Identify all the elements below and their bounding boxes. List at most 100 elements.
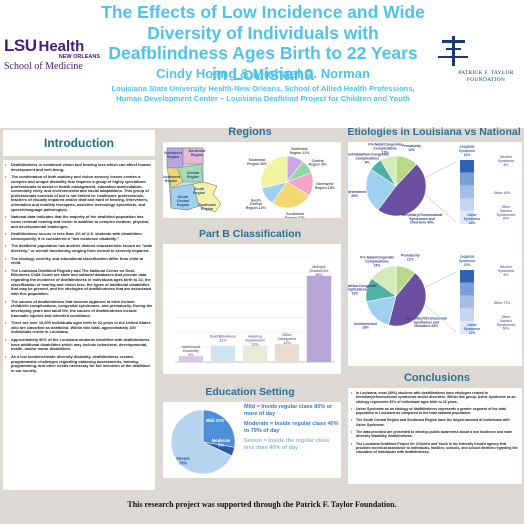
- map-label: Northeast Region: [189, 149, 207, 157]
- etiology-subbar-label: CHARGE Syndrome 22%: [459, 255, 476, 267]
- new-orleans-logo-text: NEW ORLEANS: [58, 54, 100, 60]
- pie-slice-hereditary-chromosomal-syndromes-and-disorders: [388, 272, 427, 327]
- conclusion-bullet: The Louisiana Deafblind Project for Chil…: [351, 442, 519, 455]
- etiology-pie-label: Post-Natal/Non-Congenital Complications 6%: [348, 152, 389, 164]
- regions-pie-label: South Central Region 12%: [246, 198, 267, 210]
- etiology-pie-label: Prematurity 10%: [402, 144, 421, 152]
- etiology-pie-label: Hereditary/Chromosomal Syndromes and Disor…: [402, 213, 443, 225]
- regions-pie-label: Southeast Region 30%: [247, 158, 268, 166]
- education-legend: Mild = Inside regular class 80% or more …: [244, 404, 340, 456]
- louisiana-region-map: [166, 147, 222, 213]
- poster-header: LSU Health NEW ORLEANS School of Medicine…: [0, 0, 524, 128]
- regions-pie-chart: [260, 155, 314, 209]
- foundation-name: PATRICK F. TAYLOR FOUNDATION: [454, 70, 518, 84]
- lsu-health-logo: LSU Health NEW ORLEANS School of Medicine: [4, 36, 104, 82]
- etiology-subbar-label: Other Various Syndromes 60%: [497, 315, 516, 331]
- etiology-subbar-label: Usher Syndrome 12%: [464, 323, 481, 335]
- partb-bar-label: Hearing Impairment 11%: [245, 335, 265, 347]
- pie-slice-hereditary-chromosomal-syndromes-and-disorders: [377, 163, 427, 217]
- etiology-pie-label: Pre-Natal/Congenital Complications 17%: [368, 142, 401, 154]
- partb-bar: [274, 344, 300, 362]
- foundation-name-line-1: PATRICK F. TAYLOR: [458, 70, 514, 76]
- etiology-subbar-segment: [460, 282, 474, 296]
- introduction-bullet: Deafblindness occurs in less than 1% of …: [5, 231, 153, 241]
- etiologies-panel: Prematurity 10% Hereditary/Chromosomal Synd…: [334, 142, 522, 366]
- etiology-louisiana-group: Prematurity 10% Hereditary/Chromosomal Synd…: [343, 142, 516, 225]
- poster-authors: Cindy Hoang & Michael C. Norman: [156, 66, 370, 81]
- partb-panel: Intellectual Disability 4% Deaf-Blindness 11…: [163, 244, 341, 374]
- pie-slice-undetermined: [365, 168, 397, 211]
- conclusion-bullet: The data provided are presented to devel…: [351, 430, 519, 439]
- partb-title: Part B Classification: [198, 228, 302, 240]
- introduction-panel: Deafblindness is combined vision and hea…: [3, 160, 155, 490]
- conclusions-list: In Louisiana, most (40%) students with d…: [351, 391, 519, 455]
- pie-slice-pre-natal-congenital-complications: [380, 155, 397, 188]
- introduction-bullet: National data indicates that the majorit…: [5, 215, 153, 229]
- map-label: Southeast Region: [198, 203, 216, 211]
- introduction-bullet: The causes of deafblindness that become …: [5, 299, 153, 319]
- foundation-name-line-2: FOUNDATION: [466, 77, 506, 83]
- introduction-bullet: The etiology, severity, and educational …: [5, 256, 153, 266]
- etiology-subbar-segment: [460, 270, 474, 283]
- regions-title: Regions: [228, 126, 272, 138]
- foundation-mark-icon: [438, 36, 468, 66]
- conclusion-bullet: Usher Syndrome as an etiology of deafbli…: [351, 407, 519, 416]
- health-logo-text: Health: [38, 38, 85, 55]
- education-pie-chart: Mild 31% Moderate 5% Severe 76%: [170, 409, 236, 475]
- pie-slice-severe: [170, 409, 233, 475]
- partb-bar-chart: Intellectual Disability 4% Deaf-Blindness 11…: [175, 257, 335, 363]
- conclusion-bullet: The South Central Region and Southeast R…: [351, 418, 519, 427]
- affiliation-line-1: Louisiana State University Health-New Or…: [111, 84, 415, 93]
- partb-bar: [306, 275, 332, 362]
- education-pie-label: Mild 31%: [206, 418, 224, 423]
- map-label: South Central Region: [177, 195, 189, 207]
- lsu-logo-text: LSU: [4, 36, 37, 55]
- etiology-subbar-segment: [460, 172, 474, 186]
- etiology-subbar-label: Other 42%: [494, 191, 511, 195]
- introduction-bullet: The Louisiana Deafblind Registry and The…: [5, 268, 153, 297]
- regions-pie-label: Northeast Region 11%: [290, 147, 311, 155]
- etiology-subbar-label: Other Various Syndromes 30%: [497, 205, 516, 221]
- partb-bar: [210, 345, 236, 362]
- regions-pie-label: Central Region 9%: [309, 159, 328, 167]
- etiology-pie-label: Undetermined 18%: [354, 322, 377, 330]
- map-label: Southwest Region: [163, 175, 181, 183]
- school-of-medicine-logo-text: School of Medicine: [4, 61, 83, 72]
- etiologies-title: Etiologies in Louisiana vs National: [347, 126, 521, 138]
- etiology-subbar-label: Stickler Syndrome 6%: [498, 265, 515, 277]
- introduction-bullet: Approximately 90% of the Louisiana stude…: [5, 337, 153, 352]
- etiology-connector: [423, 303, 457, 333]
- etiology-subbar-label: Usher Syndrome 10%: [464, 213, 481, 225]
- conclusions-title: Conclusions: [403, 372, 470, 384]
- introduction-bullet: The combination of both auditory and vis…: [5, 174, 153, 212]
- partb-bar-label: Deaf-Blindness 11%: [210, 335, 236, 343]
- pie-slice-pre-natal-congenital-complications: [371, 265, 397, 297]
- introduction-bullet: As a low incidence/wide diversity disabi…: [5, 354, 153, 374]
- education-pie-labels: Mild 31% Moderate 5% Severe 76%: [176, 418, 231, 466]
- etiology-subbar-segment: [460, 211, 474, 224]
- regions-pie-labels: Northeast Region 11% Central Region 9% North…: [246, 147, 336, 220]
- etiology-subbar-segment: [460, 160, 474, 173]
- etiology-pie-label: Pre-Natal/Congenital Complications 15%: [360, 256, 393, 268]
- regions-figure: Northwest Region Northeast Region Central Reg…: [162, 147, 336, 220]
- poster-affiliation: Louisiana State University Health-New Or…: [100, 84, 426, 103]
- poster-title: The Effects of Low Incidence and Wide Di…: [101, 2, 425, 84]
- conclusion-bullet: In Louisiana, most (40%) students with d…: [351, 391, 519, 404]
- etiology-subbar-label: CHARGE Syndrome 16%: [459, 145, 476, 157]
- etiology-subbar-label: Stickler Syndrome 6%: [498, 155, 515, 167]
- education-panel: Mild 31% Moderate 5% Severe 76%: [163, 402, 341, 478]
- pie-slice-mild: [202, 409, 236, 448]
- map-label: Northwest Region: [164, 151, 182, 159]
- education-pie-label: Moderate 5%: [212, 438, 231, 448]
- introduction-title: Introduction: [3, 130, 155, 156]
- etiology-connector: [423, 193, 457, 223]
- pie-slice-southeast-region: [260, 155, 288, 189]
- education-legend-item: Moderate = Inside regular class 40% to 7…: [244, 421, 339, 434]
- map-labels: Northwest Region Northeast Region Central Reg…: [162, 149, 217, 211]
- etiology-subbar-segment: [460, 321, 474, 334]
- etiology-pie-label: Hereditary/Chromosomal Syndromes and Disor…: [406, 316, 447, 328]
- etiology-connector: [423, 271, 457, 289]
- etiology-pie-label: Prematurity 11%: [401, 253, 420, 261]
- etiology-subbar-segment: [460, 308, 474, 322]
